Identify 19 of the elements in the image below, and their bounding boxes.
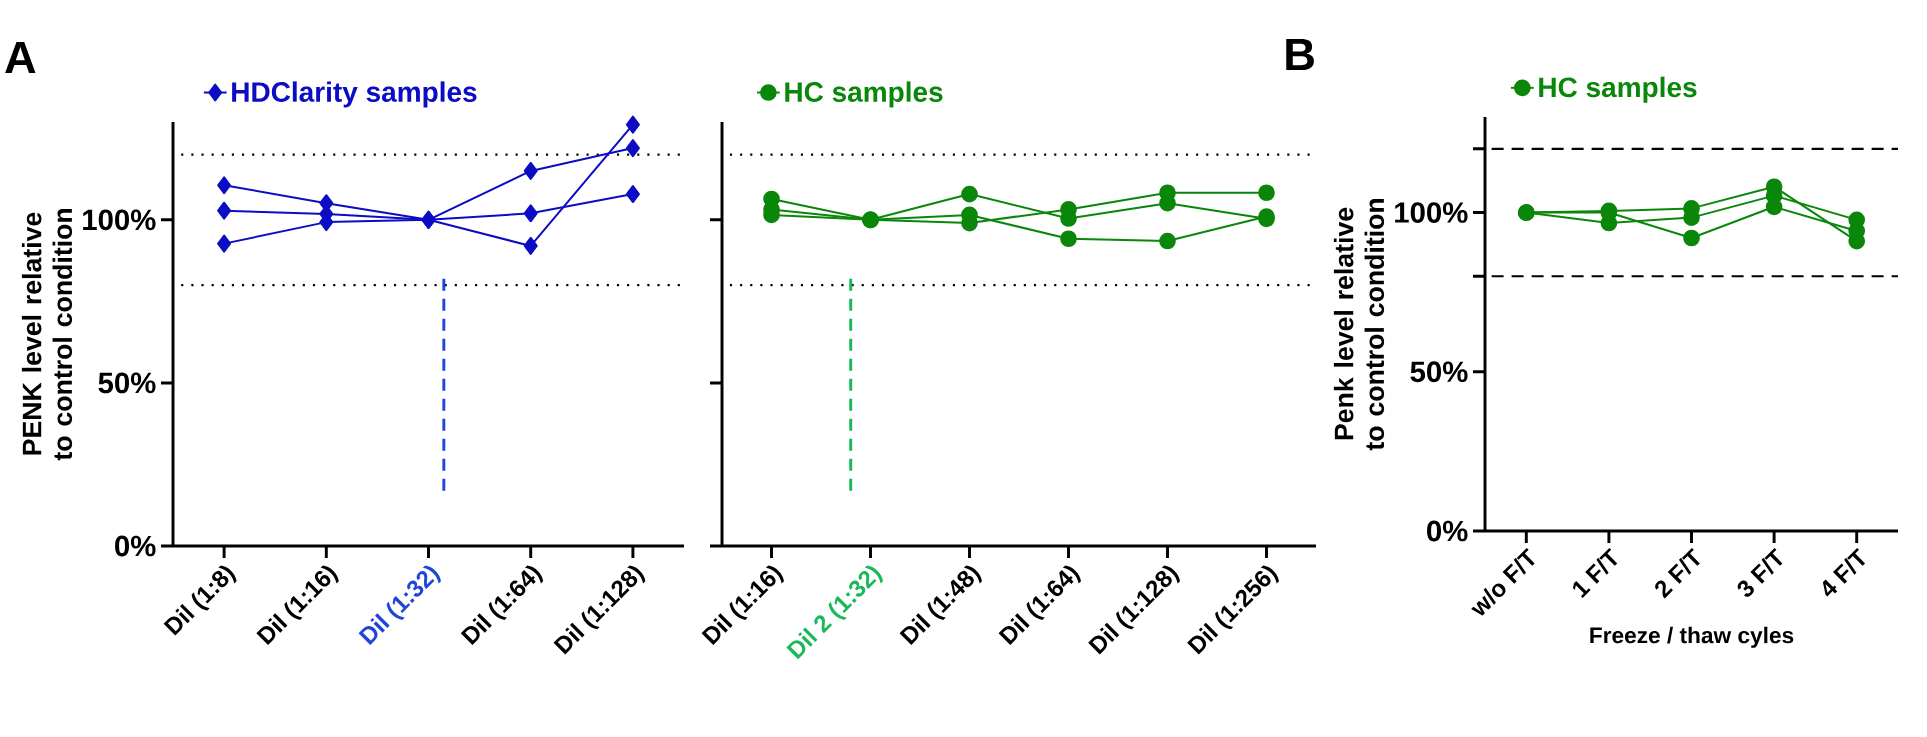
y-axis-title: Penk level relative to control condition (1333, 198, 1385, 451)
x-tick-label: 3 F/T (1737, 547, 1783, 597)
x-tick-label: 1 F/T (1572, 547, 1618, 598)
y-tick-label: 100% (83, 209, 156, 231)
text: A (5, 41, 36, 74)
y-tick-label: 50% (98, 372, 156, 394)
legend-label: HDClarity samples (232, 81, 477, 108)
legend-label: HC samples (1539, 76, 1697, 103)
y-tick-label: 0% (1427, 520, 1468, 542)
y-axis-title: PENK level relative to control condition (21, 208, 73, 461)
x-tick-label: 2 F/T (1655, 547, 1700, 599)
x-tick-label: w/o F/T (1471, 547, 1535, 616)
text: B (1286, 38, 1314, 71)
y-tick-label: 100% (1395, 202, 1468, 223)
legend-label: HC samples (785, 81, 943, 108)
y-tick-label: 0% (115, 535, 156, 557)
x-tick-label: 4 F/T (1822, 547, 1866, 597)
x-axis-title: Freeze / thaw cyles (1590, 626, 1794, 648)
y-tick-label: 50% (1410, 361, 1468, 383)
